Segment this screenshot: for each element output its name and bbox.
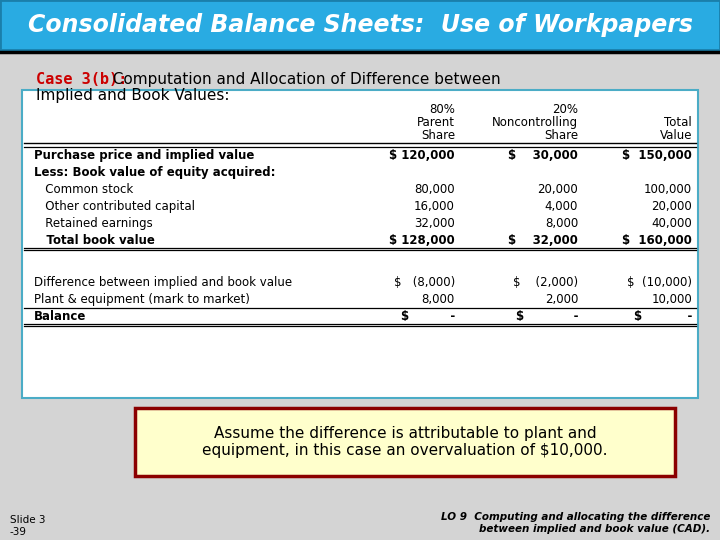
- Text: 20,000: 20,000: [537, 183, 578, 196]
- Text: 2,000: 2,000: [544, 293, 578, 306]
- Bar: [22, 90, 698, 398]
- Bar: [135, 408, 675, 476]
- Text: $    30,000: $ 30,000: [508, 149, 578, 162]
- Text: $   (8,000): $ (8,000): [394, 276, 455, 289]
- Text: $ 120,000: $ 120,000: [390, 149, 455, 162]
- Text: Plant & equipment (mark to market): Plant & equipment (mark to market): [34, 293, 250, 306]
- Text: Parent: Parent: [417, 116, 455, 129]
- Text: Share: Share: [421, 129, 455, 142]
- Text: Slide 3
-39: Slide 3 -39: [10, 515, 45, 537]
- Text: Total: Total: [665, 116, 692, 129]
- Text: Total book value: Total book value: [34, 234, 155, 247]
- Text: Balance: Balance: [34, 310, 86, 323]
- Text: $  (10,000): $ (10,000): [627, 276, 692, 289]
- Text: $            -: $ -: [516, 310, 578, 323]
- Text: 20%: 20%: [552, 103, 578, 116]
- Text: 80%: 80%: [429, 103, 455, 116]
- Text: 16,000: 16,000: [414, 200, 455, 213]
- Text: 8,000: 8,000: [422, 293, 455, 306]
- Text: Retained earnings: Retained earnings: [34, 217, 153, 230]
- Text: $ 128,000: $ 128,000: [390, 234, 455, 247]
- Text: Purchase price and implied value: Purchase price and implied value: [34, 149, 254, 162]
- Text: 20,000: 20,000: [652, 200, 692, 213]
- Text: 40,000: 40,000: [652, 217, 692, 230]
- Text: 80,000: 80,000: [415, 183, 455, 196]
- Text: Share: Share: [544, 129, 578, 142]
- Text: $  150,000: $ 150,000: [622, 149, 692, 162]
- Text: Consolidated Balance Sheets:  Use of Workpapers: Consolidated Balance Sheets: Use of Work…: [27, 13, 693, 37]
- Text: $  160,000: $ 160,000: [622, 234, 692, 247]
- Text: 4,000: 4,000: [544, 200, 578, 213]
- Text: Implied and Book Values:: Implied and Book Values:: [36, 88, 230, 103]
- Text: $    32,000: $ 32,000: [508, 234, 578, 247]
- Text: $    (2,000): $ (2,000): [513, 276, 578, 289]
- Text: LO 9  Computing and allocating the difference
between implied and book value (CA: LO 9 Computing and allocating the differ…: [441, 512, 710, 534]
- Text: 100,000: 100,000: [644, 183, 692, 196]
- Text: Difference between implied and book value: Difference between implied and book valu…: [34, 276, 292, 289]
- Text: Value: Value: [660, 129, 692, 142]
- Text: Other contributed capital: Other contributed capital: [34, 200, 195, 213]
- Text: $           -: $ -: [634, 310, 692, 323]
- Text: 8,000: 8,000: [545, 217, 578, 230]
- Text: Less: Book value of equity acquired:: Less: Book value of equity acquired:: [34, 166, 276, 179]
- Text: Computation and Allocation of Difference between: Computation and Allocation of Difference…: [103, 72, 500, 87]
- Text: 10,000: 10,000: [652, 293, 692, 306]
- Text: 32,000: 32,000: [414, 217, 455, 230]
- Text: Assume the difference is attributable to plant and
equipment, in this case an ov: Assume the difference is attributable to…: [202, 426, 608, 458]
- Text: Common stock: Common stock: [34, 183, 133, 196]
- Text: Noncontrolling: Noncontrolling: [492, 116, 578, 129]
- Bar: [0, 0, 720, 50]
- Text: Case 3(b):: Case 3(b):: [36, 72, 127, 87]
- Text: $          -: $ -: [401, 310, 455, 323]
